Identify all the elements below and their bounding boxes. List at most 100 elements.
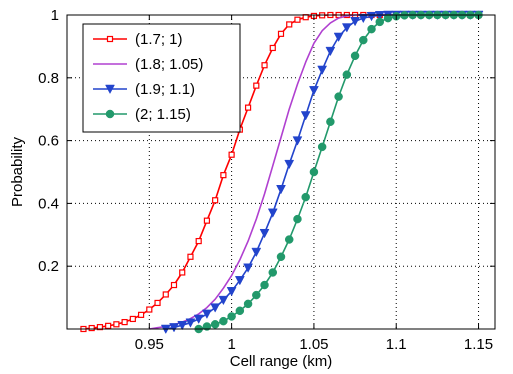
data-point — [243, 263, 253, 273]
y-tick-label: 0.4 — [38, 195, 59, 212]
y-tick-label: 0.8 — [38, 70, 59, 87]
data-point — [193, 314, 204, 324]
data-point — [286, 21, 293, 28]
data-point — [235, 306, 245, 316]
data-point — [260, 280, 269, 290]
data-point — [326, 117, 335, 127]
data-point — [276, 185, 286, 195]
data-point — [179, 269, 186, 276]
x-axis-label: Cell range (km) — [230, 353, 333, 370]
x-tick-label: 1.1 — [386, 336, 407, 353]
data-point — [251, 247, 262, 258]
legend-label: (1.7; 1) — [135, 31, 183, 48]
data-point — [137, 311, 145, 318]
data-point — [218, 295, 229, 306]
data-point — [195, 237, 202, 245]
data-point — [253, 82, 260, 89]
legend-marker — [105, 109, 115, 119]
data-point — [292, 136, 303, 146]
legend-item: (1.8; 1.05) — [93, 56, 203, 73]
data-point — [88, 324, 95, 332]
data-point — [185, 318, 196, 328]
y-tick-label: 1 — [51, 7, 59, 24]
y-tick-label: 0.2 — [38, 258, 59, 275]
data-point — [294, 16, 301, 23]
data-point — [358, 13, 369, 24]
data-point — [146, 306, 153, 313]
data-point — [317, 65, 328, 75]
data-point — [325, 46, 336, 57]
data-point — [309, 86, 319, 96]
data-point — [269, 44, 276, 52]
data-point — [375, 17, 385, 27]
data-point — [203, 217, 211, 224]
data-point — [366, 12, 377, 22]
data-point — [121, 318, 128, 326]
data-point — [276, 252, 286, 262]
data-point — [220, 172, 227, 179]
data-point — [277, 30, 285, 37]
data-point — [350, 17, 360, 27]
x-tick-label: 1 — [227, 336, 235, 353]
data-point — [162, 291, 169, 298]
y-tick-label: 0.6 — [38, 133, 59, 150]
data-point — [227, 312, 236, 321]
legend-label: (1.8; 1.05) — [135, 56, 203, 73]
data-point — [350, 51, 360, 61]
y-axis-label: Probability — [9, 136, 26, 207]
legend-marker — [105, 84, 115, 95]
data-point — [267, 208, 278, 218]
data-point — [169, 323, 179, 333]
legend-label: (2; 1.15) — [135, 106, 191, 123]
data-point — [259, 228, 270, 239]
data-point — [202, 322, 212, 331]
data-point — [300, 111, 311, 121]
data-point — [210, 303, 221, 313]
x-tick-label: 0.95 — [135, 336, 164, 353]
data-point — [284, 159, 295, 170]
data-point — [212, 197, 219, 204]
data-point — [202, 309, 212, 319]
data-point — [268, 268, 278, 277]
data-point — [293, 214, 302, 224]
data-point — [383, 13, 393, 23]
plot-frame — [66, 14, 496, 330]
data-point — [243, 299, 253, 309]
data-point — [129, 315, 136, 323]
data-point — [342, 70, 352, 79]
data-point — [309, 167, 319, 177]
data-point — [333, 32, 344, 43]
data-point — [154, 299, 161, 307]
data-point — [359, 35, 368, 45]
data-point — [210, 320, 220, 329]
data-point — [334, 92, 343, 101]
legend-item: (2; 1.15) — [93, 106, 191, 123]
x-tick-label: 1.05 — [299, 336, 328, 353]
data-point — [367, 24, 376, 34]
x-tick-label: 1.15 — [464, 336, 493, 353]
data-point — [187, 253, 194, 260]
data-point — [226, 287, 237, 297]
data-point — [177, 320, 188, 331]
data-point — [244, 104, 252, 111]
data-point — [284, 235, 294, 244]
data-point — [219, 316, 228, 326]
data-point — [234, 276, 245, 286]
data-point — [301, 192, 310, 202]
legend-item: (1.9; 1.1) — [93, 81, 195, 98]
data-point — [341, 23, 352, 33]
legend-label: (1.9; 1.1) — [135, 81, 195, 98]
data-point — [252, 290, 261, 300]
data-point — [113, 321, 120, 328]
data-point — [261, 62, 268, 69]
ticks: 0.95 1 1.05 1.1 1.15 0.2 0.4 0.6 0.8 1 — [38, 7, 495, 353]
data-point — [317, 142, 327, 152]
data-point — [228, 151, 235, 158]
data-point — [96, 324, 104, 331]
data-point — [170, 281, 178, 289]
data-point — [105, 322, 112, 329]
legend: (1.7; 1) (1.8; 1.05) (1.9; 1.1) (2; 1.15) — [82, 23, 241, 133]
data-point — [374, 11, 385, 21]
